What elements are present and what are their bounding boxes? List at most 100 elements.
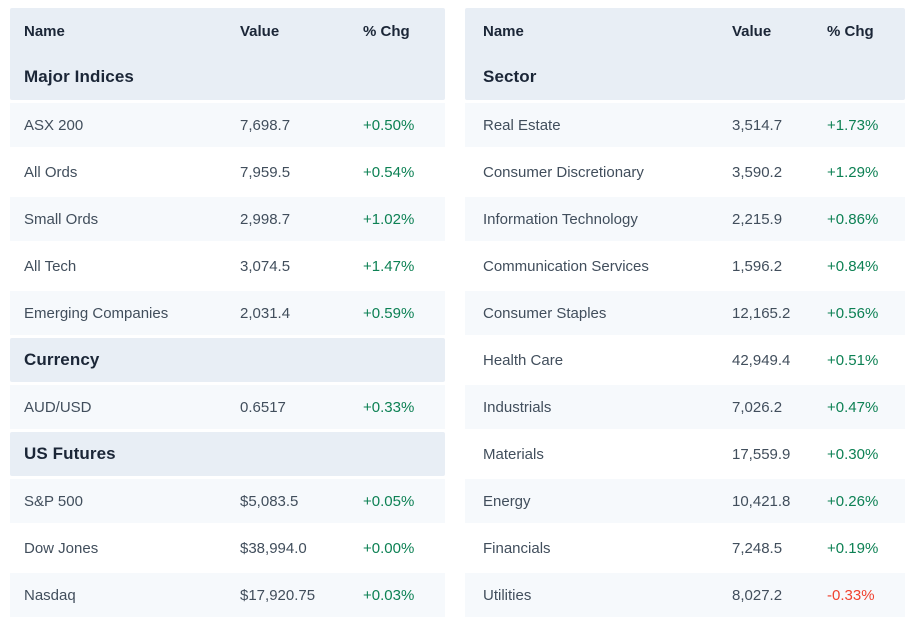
- row-change: +0.03%: [363, 586, 415, 604]
- section-title: Major Indices: [24, 67, 134, 86]
- table-row[interactable]: AUD/USD 0.6517 +0.33%: [10, 385, 445, 429]
- row-value: 3,590.2: [732, 163, 783, 181]
- row-value: 17,559.9: [732, 445, 791, 463]
- row-change: +0.54%: [363, 163, 415, 181]
- row-change: +1.02%: [363, 210, 415, 228]
- sector-table: Name Value % Chg Sector Real Estate 3,514…: [465, 8, 905, 634]
- row-value: 7,026.2: [732, 398, 783, 416]
- row-value: 2,998.7: [240, 210, 291, 228]
- sector-table-body: Real Estate 3,514.7 +1.73% Consumer Discret…: [465, 103, 905, 617]
- table-row[interactable]: Materials 17,559.9 +0.30%: [465, 432, 905, 476]
- row-change: +0.33%: [363, 398, 415, 416]
- row-value: 7,248.5: [732, 539, 783, 557]
- row-name: Emerging Companies: [24, 304, 169, 322]
- table-row[interactable]: Communication Services 1,596.2 +0.84%: [465, 244, 905, 288]
- row-change: +0.26%: [827, 492, 879, 510]
- row-value: $5,083.5: [240, 492, 299, 510]
- column-header-row: Name Value % Chg: [10, 8, 445, 54]
- section-header-us-futures: US Futures: [10, 432, 445, 476]
- column-header-chg: % Chg: [363, 22, 410, 40]
- row-change: +0.56%: [827, 304, 879, 322]
- row-name: All Ords: [24, 163, 78, 181]
- row-change: +1.47%: [363, 257, 415, 275]
- table-row[interactable]: S&P 500 $5,083.5 +0.05%: [10, 479, 445, 523]
- row-value: $17,920.75: [240, 586, 316, 604]
- indices-table-body: ASX 200 7,698.7 +0.50% All Ords 7,959.5 +0.54…: [10, 103, 445, 617]
- section-title: Currency: [24, 350, 100, 369]
- row-change: +0.84%: [827, 257, 879, 275]
- row-value: 7,698.7: [240, 116, 291, 134]
- table-row[interactable]: Utilities 8,027.2 -0.33%: [465, 573, 905, 617]
- column-header-value: Value: [732, 22, 772, 40]
- row-value: 12,165.2: [732, 304, 791, 322]
- table-row[interactable]: Consumer Staples 12,165.2 +0.56%: [465, 291, 905, 335]
- row-name: S&P 500: [24, 492, 83, 510]
- row-name: Health Care: [483, 351, 564, 369]
- section-header-major-indices: Major Indices: [10, 54, 445, 100]
- row-value: 2,215.9: [732, 210, 783, 228]
- column-header-value: Value: [240, 22, 280, 40]
- row-name: ASX 200: [24, 116, 84, 134]
- row-name: Small Ords: [24, 210, 99, 228]
- row-value: 0.6517: [240, 398, 286, 416]
- table-row[interactable]: Real Estate 3,514.7 +1.73%: [465, 103, 905, 147]
- row-change: -0.33%: [827, 586, 875, 604]
- table-row[interactable]: Health Care 42,949.4 +0.51%: [465, 338, 905, 382]
- row-change: +0.50%: [363, 116, 415, 134]
- row-change: +0.05%: [363, 492, 415, 510]
- row-value: 1,596.2: [732, 257, 783, 275]
- row-name: Information Technology: [483, 210, 638, 228]
- table-row[interactable]: Industrials 7,026.2 +0.47%: [465, 385, 905, 429]
- table-row[interactable]: All Tech 3,074.5 +1.47%: [10, 244, 445, 288]
- row-change: +0.47%: [827, 398, 879, 416]
- section-title: US Futures: [24, 444, 116, 463]
- table-row[interactable]: Information Technology 2,215.9 +0.86%: [465, 197, 905, 241]
- indices-table-header: Name Value % Chg Major Indices: [10, 8, 445, 100]
- row-value: $38,994.0: [240, 539, 307, 557]
- row-change: +0.30%: [827, 445, 879, 463]
- column-header-name: Name: [483, 22, 524, 40]
- row-change: +0.19%: [827, 539, 879, 557]
- row-change: +0.86%: [827, 210, 879, 228]
- row-name: All Tech: [24, 257, 77, 275]
- table-row[interactable]: Emerging Companies 2,031.4 +0.59%: [10, 291, 445, 335]
- row-name: Communication Services: [483, 257, 649, 275]
- row-change: +0.59%: [363, 304, 415, 322]
- row-name: AUD/USD: [24, 398, 92, 416]
- row-name: Financials: [483, 539, 551, 557]
- section-header-sector: Sector: [465, 54, 905, 100]
- row-name: Consumer Staples: [483, 304, 607, 322]
- row-name: Materials: [483, 445, 544, 463]
- row-name: Dow Jones: [24, 539, 99, 557]
- row-change: +1.73%: [827, 116, 879, 134]
- row-change: +0.00%: [363, 539, 415, 557]
- table-row[interactable]: All Ords 7,959.5 +0.54%: [10, 150, 445, 194]
- column-header-name: Name: [24, 22, 65, 40]
- row-value: 3,514.7: [732, 116, 783, 134]
- table-row[interactable]: Energy 10,421.8 +0.26%: [465, 479, 905, 523]
- table-row[interactable]: Financials 7,248.5 +0.19%: [465, 526, 905, 570]
- row-value: 8,027.2: [732, 586, 783, 604]
- row-name: Energy: [483, 492, 531, 510]
- column-header-chg: % Chg: [827, 22, 874, 40]
- row-name: Utilities: [483, 586, 532, 604]
- table-row[interactable]: Small Ords 2,998.7 +1.02%: [10, 197, 445, 241]
- table-row[interactable]: Consumer Discretionary 3,590.2 +1.29%: [465, 150, 905, 194]
- table-row[interactable]: ASX 200 7,698.7 +0.50%: [10, 103, 445, 147]
- table-row[interactable]: Dow Jones $38,994.0 +0.00%: [10, 526, 445, 570]
- row-value: 7,959.5: [240, 163, 291, 181]
- row-value: 42,949.4: [732, 351, 791, 369]
- row-name: Industrials: [483, 398, 552, 416]
- section-title: Sector: [483, 67, 537, 86]
- row-name: Nasdaq: [24, 586, 76, 604]
- row-change: +1.29%: [827, 163, 879, 181]
- sector-table-header: Name Value % Chg Sector: [465, 8, 905, 100]
- row-name: Real Estate: [483, 116, 561, 134]
- row-value: 10,421.8: [732, 492, 791, 510]
- table-row[interactable]: Nasdaq $17,920.75 +0.03%: [10, 573, 445, 617]
- row-name: Consumer Discretionary: [483, 163, 644, 181]
- indices-table: Name Value % Chg Major Indices ASX 200 7,…: [10, 8, 445, 634]
- row-value: 3,074.5: [240, 257, 291, 275]
- column-header-row: Name Value % Chg: [465, 8, 905, 54]
